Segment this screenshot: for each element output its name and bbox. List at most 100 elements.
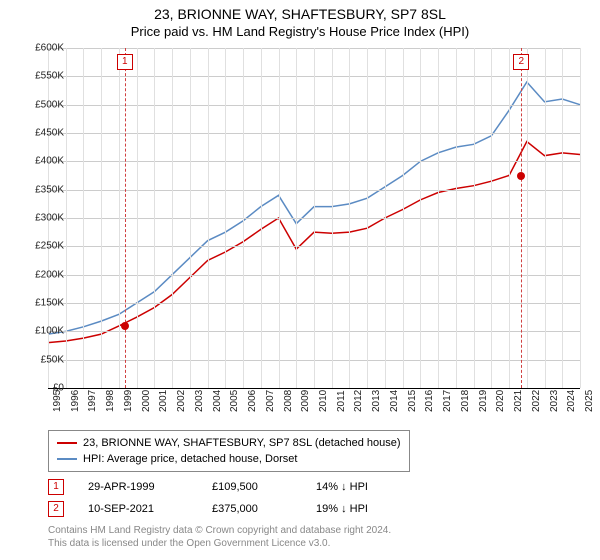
gridline-v xyxy=(545,48,546,388)
y-axis-label: £550K xyxy=(24,71,64,82)
reference-delta: 14% ↓ HPI xyxy=(316,481,368,493)
gridline-v xyxy=(349,48,350,388)
y-axis-label: £200K xyxy=(24,269,64,280)
reference-box: 2 xyxy=(48,501,64,517)
x-axis-label: 2014 xyxy=(389,390,400,412)
gridline-v xyxy=(314,48,315,388)
reference-dot xyxy=(517,172,525,180)
gridline-v xyxy=(208,48,209,388)
x-axis-label: 2005 xyxy=(229,390,240,412)
x-axis-label: 2011 xyxy=(336,390,347,412)
reference-dot xyxy=(121,322,129,330)
x-axis-label: 1996 xyxy=(70,390,81,412)
x-axis-label: 2017 xyxy=(442,390,453,412)
gridline-v xyxy=(332,48,333,388)
reference-table: 129-APR-1999£109,50014% ↓ HPI210-SEP-202… xyxy=(48,476,368,520)
x-axis-label: 1999 xyxy=(123,390,134,412)
legend: 23, BRIONNE WAY, SHAFTESBURY, SP7 8SL (d… xyxy=(48,430,410,472)
x-axis-label: 2018 xyxy=(460,390,471,412)
gridline-v xyxy=(296,48,297,388)
gridline-v xyxy=(190,48,191,388)
x-axis-label: 2025 xyxy=(584,390,595,412)
reference-date: 10-SEP-2021 xyxy=(88,503,188,515)
gridline-v xyxy=(83,48,84,388)
legend-label: HPI: Average price, detached house, Dors… xyxy=(83,451,297,467)
x-axis-label: 2002 xyxy=(176,390,187,412)
chart-container: { "title": "23, BRIONNE WAY, SHAFTESBURY… xyxy=(0,0,600,560)
y-axis-label: £400K xyxy=(24,156,64,167)
x-axis-label: 2019 xyxy=(478,390,489,412)
reference-price: £109,500 xyxy=(212,481,292,493)
gridline-v xyxy=(101,48,102,388)
gridline-v xyxy=(66,48,67,388)
x-axis-label: 2022 xyxy=(531,390,542,412)
x-axis-label: 2015 xyxy=(407,390,418,412)
y-axis-label: £250K xyxy=(24,241,64,252)
gridline-v xyxy=(403,48,404,388)
gridline-v xyxy=(385,48,386,388)
y-axis-label: £50K xyxy=(24,354,64,365)
gridline-v xyxy=(261,48,262,388)
chart-subtitle: Price paid vs. HM Land Registry's House … xyxy=(0,22,600,39)
x-axis-label: 1998 xyxy=(105,390,116,412)
gridline-v xyxy=(172,48,173,388)
gridline-v xyxy=(474,48,475,388)
x-axis-label: 2008 xyxy=(283,390,294,412)
y-axis-label: £450K xyxy=(24,128,64,139)
x-axis-label: 2006 xyxy=(247,390,258,412)
footnote-line1: Contains HM Land Registry data © Crown c… xyxy=(48,524,391,537)
x-axis-label: 2000 xyxy=(141,390,152,412)
x-axis-label: 2020 xyxy=(495,390,506,412)
footnote-line2: This data is licensed under the Open Gov… xyxy=(48,537,391,550)
x-axis-label: 2003 xyxy=(194,390,205,412)
gridline-v xyxy=(154,48,155,388)
gridline-v xyxy=(491,48,492,388)
reference-marker: 2 xyxy=(513,54,529,70)
gridline-v xyxy=(420,48,421,388)
legend-row: 23, BRIONNE WAY, SHAFTESBURY, SP7 8SL (d… xyxy=(57,435,401,451)
footnote: Contains HM Land Registry data © Crown c… xyxy=(48,524,391,550)
y-axis-label: £600K xyxy=(24,43,64,54)
x-axis-label: 2016 xyxy=(424,390,435,412)
reference-line xyxy=(125,48,126,388)
gridline-v xyxy=(509,48,510,388)
legend-swatch xyxy=(57,442,77,444)
x-axis-label: 2007 xyxy=(265,390,276,412)
x-axis-label: 2001 xyxy=(158,390,169,412)
reference-line xyxy=(521,48,522,388)
x-axis-label: 2004 xyxy=(212,390,223,412)
gridline-v xyxy=(137,48,138,388)
reference-price: £375,000 xyxy=(212,503,292,515)
chart-title: 23, BRIONNE WAY, SHAFTESBURY, SP7 8SL xyxy=(0,0,600,22)
gridline-v xyxy=(438,48,439,388)
reference-date: 29-APR-1999 xyxy=(88,481,188,493)
gridline-v xyxy=(243,48,244,388)
gridline-v xyxy=(456,48,457,388)
legend-label: 23, BRIONNE WAY, SHAFTESBURY, SP7 8SL (d… xyxy=(83,435,401,451)
reference-delta: 19% ↓ HPI xyxy=(316,503,368,515)
gridline-v xyxy=(580,48,581,388)
x-axis-label: 1995 xyxy=(52,390,63,412)
y-axis-label: £150K xyxy=(24,298,64,309)
x-axis-label: 2009 xyxy=(300,390,311,412)
legend-row: HPI: Average price, detached house, Dors… xyxy=(57,451,401,467)
plot-area xyxy=(48,48,580,388)
reference-row: 2 10-SEP-2021 £375,000 19% ↓ HPI xyxy=(48,498,368,520)
x-axis-label: 2021 xyxy=(513,390,524,412)
x-axis-label: 2024 xyxy=(566,390,577,412)
x-axis-label: 1997 xyxy=(87,390,98,412)
y-axis-label: £100K xyxy=(24,326,64,337)
x-axis-label: 2013 xyxy=(371,390,382,412)
gridline-v xyxy=(562,48,563,388)
y-axis-label: £500K xyxy=(24,99,64,110)
x-axis-label: 2012 xyxy=(353,390,364,412)
gridline-v xyxy=(119,48,120,388)
gridline-v xyxy=(279,48,280,388)
gridline-v xyxy=(527,48,528,388)
legend-swatch xyxy=(57,458,77,460)
gridline-v xyxy=(225,48,226,388)
reference-marker: 1 xyxy=(117,54,133,70)
reference-row: 129-APR-1999£109,50014% ↓ HPI xyxy=(48,476,368,498)
y-axis-label: £350K xyxy=(24,184,64,195)
x-axis-label: 2010 xyxy=(318,390,329,412)
